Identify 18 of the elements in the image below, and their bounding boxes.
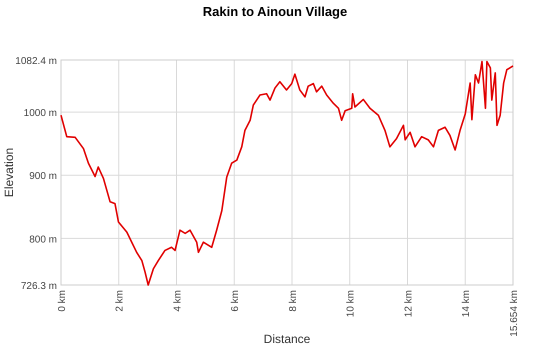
line-series: [60, 60, 514, 286]
y-tick-label: 1082.4 m: [15, 56, 57, 67]
chart-title: Rakin to Ainoun Village: [202, 4, 348, 19]
x-axis-title: Distance: [264, 332, 311, 346]
x-tick-label: 6 km: [230, 290, 242, 312]
x-tick-label: 2 km: [114, 290, 126, 312]
x-tick-label: 14 km: [461, 290, 472, 318]
x-tick-label: 0 km: [57, 290, 68, 312]
x-tick-label: 8 km: [288, 290, 299, 312]
x-tick-label: 12 km: [403, 290, 414, 318]
x-tick-label: 4 km: [172, 290, 184, 312]
y-tick-label: 800 m: [29, 234, 57, 246]
y-tick-label: 726.3 m: [20, 281, 57, 292]
x-tick-label: 15.654 km: [509, 290, 520, 337]
y-tick-label: 1000 m: [24, 108, 57, 120]
y-axis-title: Elevation: [2, 148, 16, 198]
y-tick-label: 900 m: [29, 171, 57, 182]
x-tick-label: 10 km: [346, 290, 357, 318]
